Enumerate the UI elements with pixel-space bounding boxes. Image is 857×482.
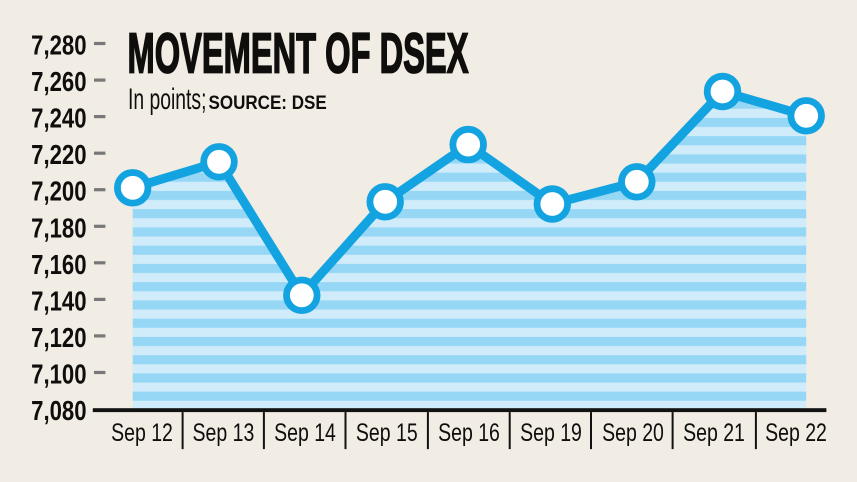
svg-text:Sep 20: Sep 20: [602, 419, 664, 447]
svg-text:In points;: In points;: [128, 84, 206, 116]
svg-text:7,080: 7,080: [31, 396, 86, 427]
svg-text:MOVEMENT OF DSEX: MOVEMENT OF DSEX: [128, 21, 469, 85]
svg-text:Sep 12: Sep 12: [111, 419, 173, 447]
svg-text:Sep 19: Sep 19: [520, 419, 582, 447]
svg-text:Sep 22: Sep 22: [765, 419, 827, 447]
svg-text:7,100: 7,100: [31, 359, 86, 390]
svg-text:7,240: 7,240: [31, 103, 86, 134]
svg-text:SOURCE: DSE: SOURCE: DSE: [209, 91, 327, 114]
svg-text:Sep 16: Sep 16: [438, 419, 500, 447]
svg-text:Sep 21: Sep 21: [683, 419, 745, 447]
svg-text:Sep 14: Sep 14: [274, 419, 336, 447]
svg-text:7,140: 7,140: [31, 286, 86, 317]
svg-text:7,260: 7,260: [31, 67, 86, 98]
svg-text:7,280: 7,280: [31, 30, 86, 61]
svg-text:7,220: 7,220: [31, 140, 86, 171]
svg-text:Sep 13: Sep 13: [193, 419, 255, 447]
svg-text:7,180: 7,180: [31, 213, 86, 244]
svg-text:7,200: 7,200: [31, 176, 86, 207]
svg-text:7,120: 7,120: [31, 322, 86, 353]
svg-text:7,160: 7,160: [31, 249, 86, 280]
svg-text:Sep 15: Sep 15: [356, 419, 418, 447]
